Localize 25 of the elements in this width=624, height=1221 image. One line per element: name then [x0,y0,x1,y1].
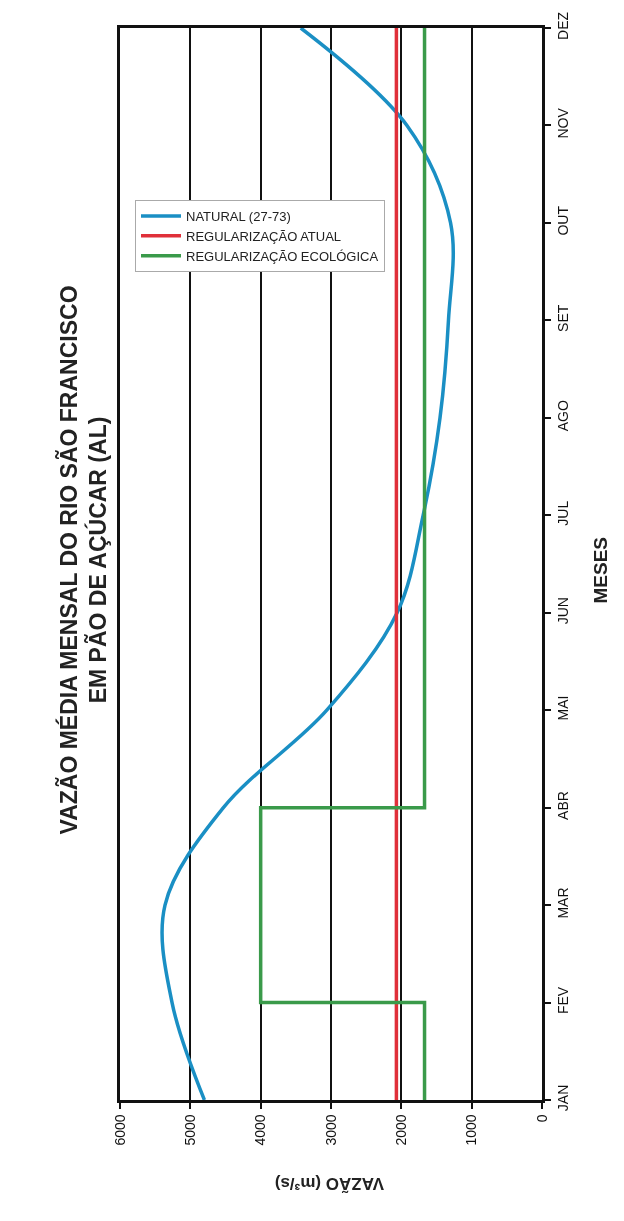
x-tick-label: 6000 [111,1114,128,1146]
y-tick-label: JUL [554,500,571,526]
text: VAZÃO MÉDIA MENSAL DO RIO SÃO FRANCISCO EM PÃO DE AÇÚCAR (AL) [54,285,112,835]
y-tick-label: ABR [554,791,571,820]
x-tick-label: 3000 [322,1114,339,1146]
legend-label: REGULARIZAÇÃO ATUAL [186,228,342,244]
y-tick-label: NOV [554,107,571,139]
y-tick-label: AGO [554,400,571,432]
x-tick-label: 1000 [463,1114,480,1146]
y-tick-label: FEV [554,986,571,1015]
y-tick-label: JUN [554,597,571,625]
y-tick-label: MAI [554,695,571,721]
y-tick-label: DEZ [554,11,571,40]
x-axis-title: VAZÃO (m³/s) [274,1174,384,1194]
x-tick-label: 2000 [392,1114,409,1146]
x-tick-label: 4000 [252,1114,269,1146]
y-tick-label: JAN [554,1084,571,1112]
legend-label: REGULARIZAÇÃO ECOLÓGICA [186,248,379,264]
y-axis-title: MESES [589,536,611,604]
legend-label: NATURAL (27-73) [186,209,291,225]
y-tick-label: OUT [554,205,571,236]
y-tick-label: SET [554,304,571,332]
x-tick-label: 0 [533,1114,550,1123]
x-tick-label: 5000 [181,1114,198,1146]
y-tick-label: MAR [554,887,571,919]
